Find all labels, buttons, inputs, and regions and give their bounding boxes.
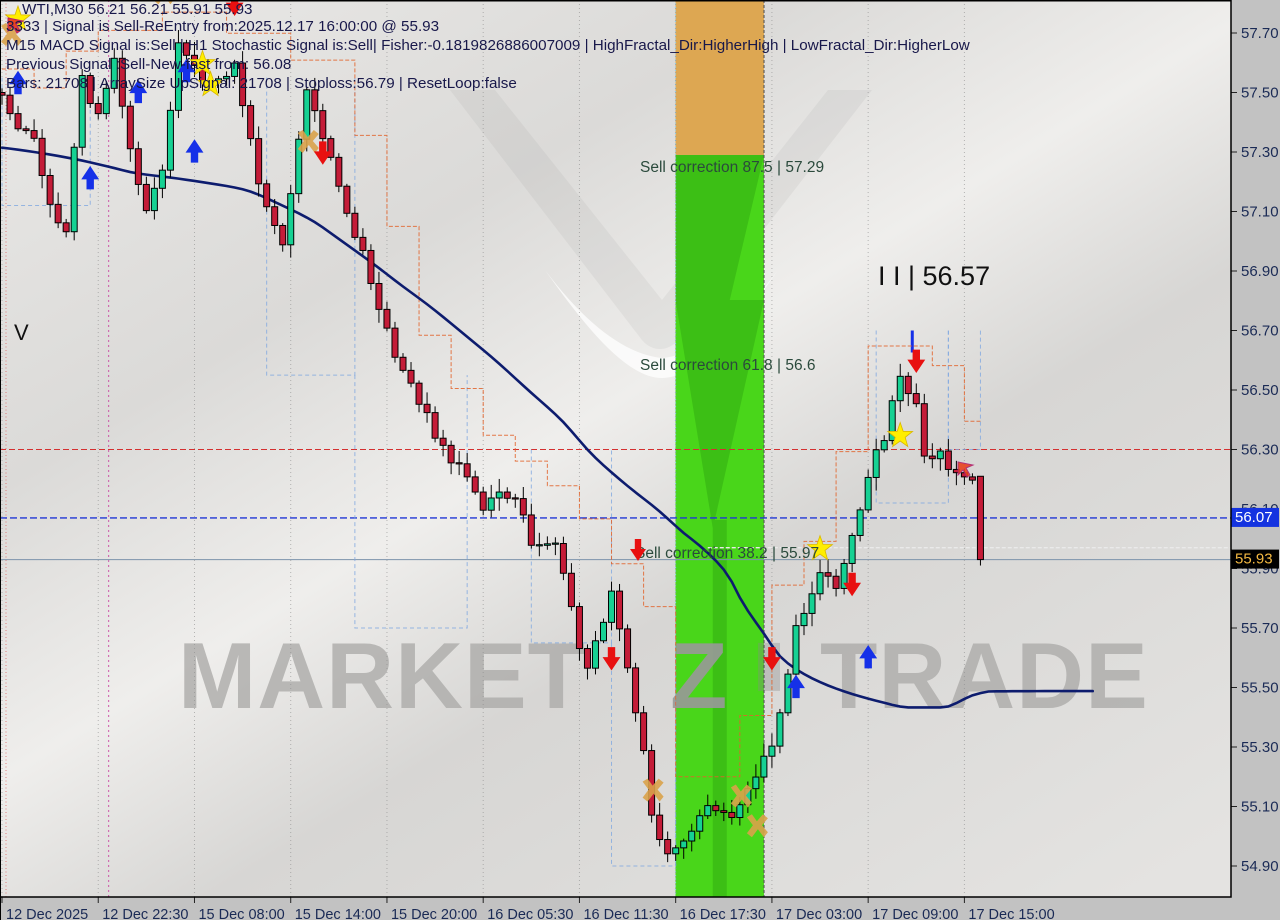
svg-text:55.93: 55.93 — [1235, 551, 1273, 568]
svg-text:Sell correction 61.8 | 56.6: Sell correction 61.8 | 56.6 — [640, 357, 816, 374]
svg-text:57.10: 57.10 — [1241, 204, 1279, 221]
svg-text:12 Dec 22:30: 12 Dec 22:30 — [102, 907, 188, 920]
svg-text:Bars: 21708 | ArraySize UpSign: Bars: 21708 | ArraySize UpSignal: 21708 … — [6, 75, 517, 92]
svg-text:M15 MACD Signal is:Sell | H1 S: M15 MACD Signal is:Sell | H1 Stochastic … — [6, 37, 970, 54]
svg-text:Sell correction 87.5 | 57.29: Sell correction 87.5 | 57.29 — [640, 159, 824, 176]
svg-text:Sell correction 38.2 | 55.97: Sell correction 38.2 | 55.97 — [635, 545, 819, 562]
svg-text:56.07: 56.07 — [1235, 509, 1273, 526]
svg-text:WTI,M30 56.21 56.21 55.91 55.: WTI,M30 56.21 56.21 55.91 55.93 — [22, 1, 253, 18]
svg-text:57.50: 57.50 — [1241, 85, 1279, 102]
svg-text:55.50: 55.50 — [1241, 680, 1279, 697]
svg-text:V: V — [14, 320, 29, 345]
svg-text:56.50: 56.50 — [1241, 382, 1279, 399]
svg-text:I I | 56.57: I I | 56.57 — [878, 261, 990, 291]
svg-text:17 Dec 09:00: 17 Dec 09:00 — [872, 907, 958, 920]
svg-text:55.10: 55.10 — [1241, 799, 1279, 816]
svg-text:54.90: 54.90 — [1241, 858, 1279, 875]
svg-text:57.70: 57.70 — [1241, 25, 1279, 42]
svg-text:16 Dec 05:30: 16 Dec 05:30 — [487, 907, 573, 920]
svg-text:17 Dec 03:00: 17 Dec 03:00 — [776, 907, 862, 920]
svg-text:16 Dec 17:30: 16 Dec 17:30 — [680, 907, 766, 920]
svg-text:16 Dec 11:30: 16 Dec 11:30 — [583, 907, 668, 920]
svg-text:55.70: 55.70 — [1241, 620, 1279, 637]
svg-text:15 Dec 14:00: 15 Dec 14:00 — [295, 907, 381, 920]
svg-text:Z: Z — [670, 623, 727, 728]
svg-text:MARKET: MARKET — [178, 623, 586, 728]
svg-text:15 Dec 08:00: 15 Dec 08:00 — [198, 907, 284, 920]
svg-text:56.90: 56.90 — [1241, 263, 1279, 280]
svg-text:57.30: 57.30 — [1241, 144, 1279, 161]
svg-text:12 Dec 2025: 12 Dec 2025 — [6, 907, 88, 920]
svg-text:56.70: 56.70 — [1241, 323, 1279, 340]
svg-text:17 Dec 15:00: 17 Dec 15:00 — [968, 907, 1054, 920]
svg-text:TRADE: TRADE — [820, 623, 1149, 728]
svg-text:55.30: 55.30 — [1241, 739, 1279, 756]
svg-text:56.30: 56.30 — [1241, 442, 1279, 459]
svg-text:15 Dec 20:00: 15 Dec 20:00 — [391, 907, 477, 920]
svg-text:3333 | Signal is Sell-ReEntry: 3333 | Signal is Sell-ReEntry from:2025.… — [6, 18, 439, 35]
svg-text:Previous Signal :Sell-New-fast: Previous Signal :Sell-New-fast from: 56.… — [6, 56, 291, 73]
